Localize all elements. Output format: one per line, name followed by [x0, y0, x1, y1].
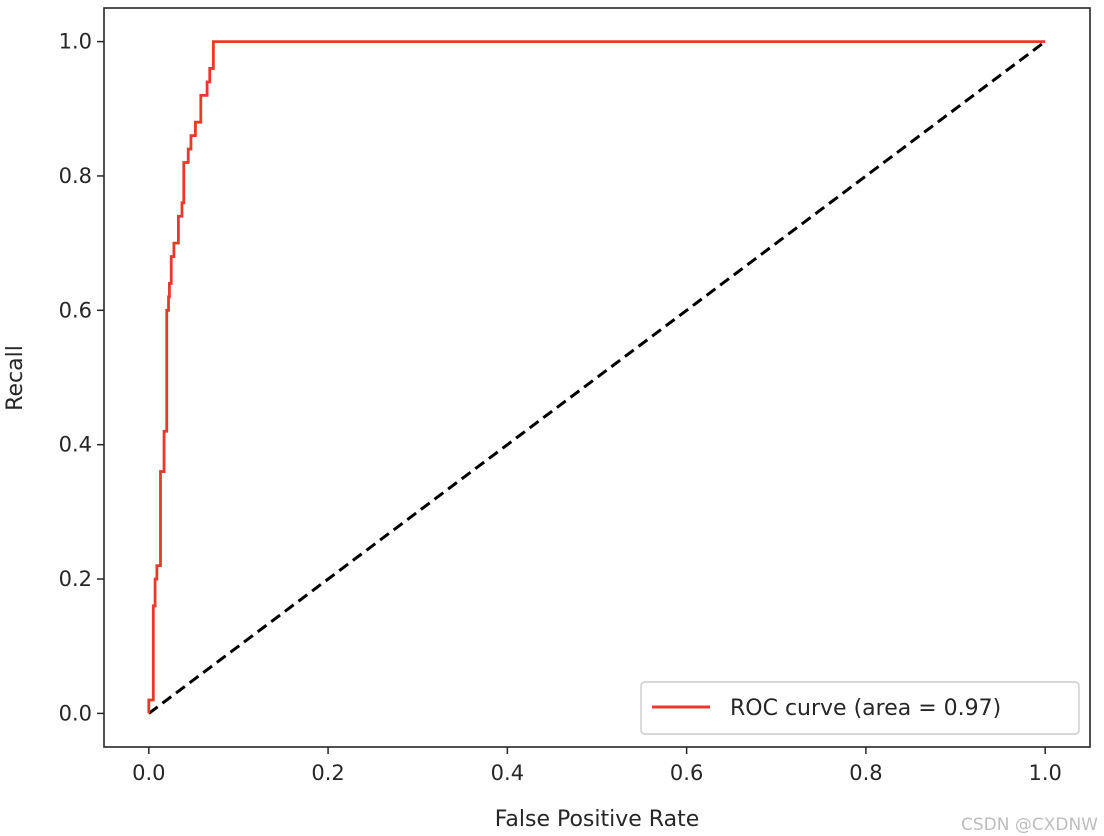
- x-tick-label: 0.0: [132, 761, 165, 785]
- y-axis-label: Recall: [3, 345, 28, 411]
- x-tick-label: 0.6: [670, 761, 703, 785]
- watermark: CSDN @CXDNW: [961, 815, 1098, 835]
- y-axis-ticks: 0.0 0.2 0.4 0.6 0.8 1.0: [59, 30, 104, 725]
- roc-curve-line: [147, 40, 1046, 714]
- x-axis-label: False Positive Rate: [495, 807, 699, 832]
- y-tick-label: 0.0: [59, 701, 92, 725]
- series-layer: [147, 40, 1047, 715]
- legend: ROC curve (area = 0.97): [640, 681, 1080, 735]
- x-tick-label: 0.4: [491, 761, 524, 785]
- y-tick-label: 0.6: [59, 298, 92, 322]
- x-tick-label: 0.8: [849, 761, 882, 785]
- y-tick-label: 0.8: [59, 164, 92, 188]
- legend-label-roc: ROC curve (area = 0.97): [730, 696, 1001, 721]
- x-tick-label: 0.2: [311, 761, 344, 785]
- x-tick-label: 1.0: [1028, 761, 1061, 785]
- legend-frame: [640, 681, 1080, 735]
- x-axis-ticks: 0.0 0.2 0.4 0.6 0.8 1.0: [132, 747, 1062, 785]
- y-tick-label: 0.2: [59, 567, 92, 591]
- y-tick-label: 0.4: [59, 433, 92, 457]
- y-tick-label: 1.0: [59, 30, 92, 54]
